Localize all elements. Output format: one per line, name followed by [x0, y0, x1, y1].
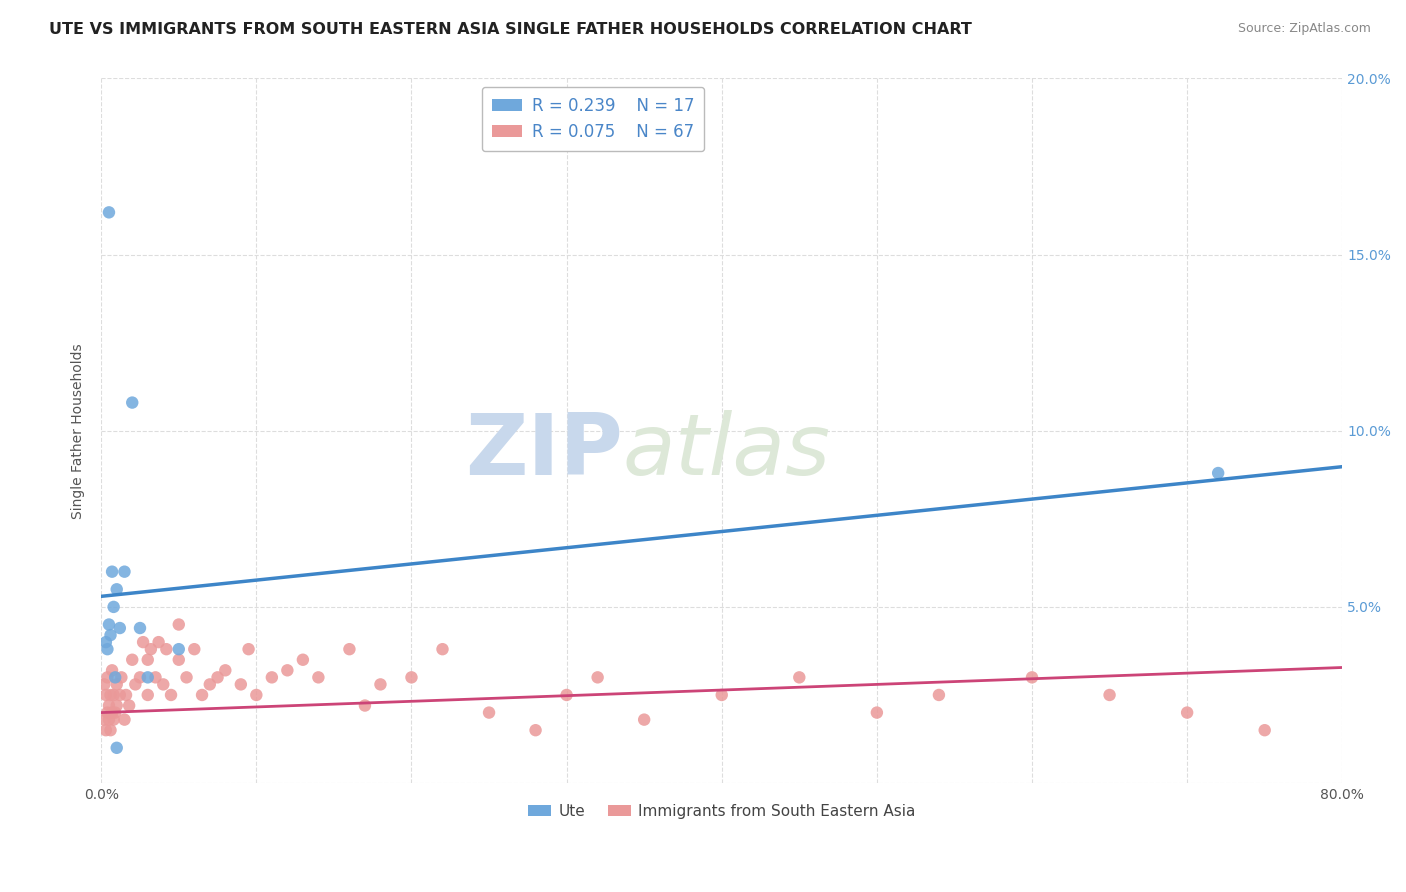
Point [93, 677, 115, 691]
Point [866, 706, 889, 720]
Point [100, 723, 122, 738]
Point [586, 670, 609, 684]
Point [307, 670, 329, 684]
Point [103, 713, 125, 727]
Point [524, 723, 547, 738]
Point [110, 670, 132, 684]
Point [136, 670, 159, 684]
Point [121, 395, 143, 409]
Point [276, 663, 298, 677]
Point [136, 653, 159, 667]
Point [104, 670, 127, 684]
Point [101, 565, 124, 579]
Point [139, 642, 162, 657]
Point [710, 688, 733, 702]
Point [198, 677, 221, 691]
Point [207, 670, 229, 684]
Point [101, 663, 124, 677]
Point [291, 653, 314, 667]
Point [124, 677, 146, 691]
Point [1098, 688, 1121, 702]
Text: ZIP: ZIP [465, 410, 623, 493]
Point [100, 688, 122, 702]
Point [191, 688, 214, 702]
Point [114, 565, 136, 579]
Point [167, 653, 190, 667]
Point [108, 621, 131, 635]
Point [1206, 466, 1229, 480]
Point [129, 621, 152, 635]
Point [105, 740, 128, 755]
Point [339, 642, 361, 657]
Legend: Ute, Immigrants from South Eastern Asia: Ute, Immigrants from South Eastern Asia [522, 797, 922, 825]
Point [103, 688, 125, 702]
Point [93, 713, 115, 727]
Point [129, 670, 152, 684]
Point [160, 688, 183, 702]
Point [96, 706, 118, 720]
Point [105, 698, 128, 713]
Point [96, 670, 118, 684]
Point [238, 642, 260, 657]
Point [167, 642, 190, 657]
Point [145, 670, 167, 684]
Y-axis label: Single Father Households: Single Father Households [72, 343, 86, 518]
Point [928, 688, 950, 702]
Point [105, 582, 128, 597]
Point [214, 663, 236, 677]
Point [101, 706, 124, 720]
Text: Source: ZipAtlas.com: Source: ZipAtlas.com [1237, 22, 1371, 36]
Point [98, 698, 121, 713]
Point [121, 653, 143, 667]
Point [401, 670, 423, 684]
Point [103, 599, 125, 614]
Point [98, 713, 121, 727]
Point [1175, 706, 1198, 720]
Point [108, 688, 131, 702]
Point [98, 205, 121, 219]
Text: UTE VS IMMIGRANTS FROM SOUTH EASTERN ASIA SINGLE FATHER HOUSEHOLDS CORRELATION C: UTE VS IMMIGRANTS FROM SOUTH EASTERN ASI… [49, 22, 972, 37]
Point [115, 688, 138, 702]
Point [176, 670, 198, 684]
Point [229, 677, 252, 691]
Point [260, 670, 283, 684]
Point [148, 635, 170, 649]
Point [118, 698, 141, 713]
Point [432, 642, 454, 657]
Point [98, 617, 121, 632]
Point [633, 713, 655, 727]
Point [132, 635, 155, 649]
Point [1254, 723, 1277, 738]
Point [245, 688, 267, 702]
Point [136, 688, 159, 702]
Point [167, 617, 190, 632]
Point [183, 642, 205, 657]
Point [104, 706, 127, 720]
Point [114, 713, 136, 727]
Point [94, 635, 117, 649]
Point [354, 698, 377, 713]
Point [96, 642, 118, 657]
Point [94, 688, 117, 702]
Point [787, 670, 810, 684]
Point [478, 706, 501, 720]
Text: atlas: atlas [623, 410, 831, 493]
Point [105, 677, 128, 691]
Point [100, 628, 122, 642]
Point [555, 688, 578, 702]
Point [94, 723, 117, 738]
Point [155, 642, 177, 657]
Point [370, 677, 392, 691]
Point [152, 677, 174, 691]
Point [1021, 670, 1043, 684]
